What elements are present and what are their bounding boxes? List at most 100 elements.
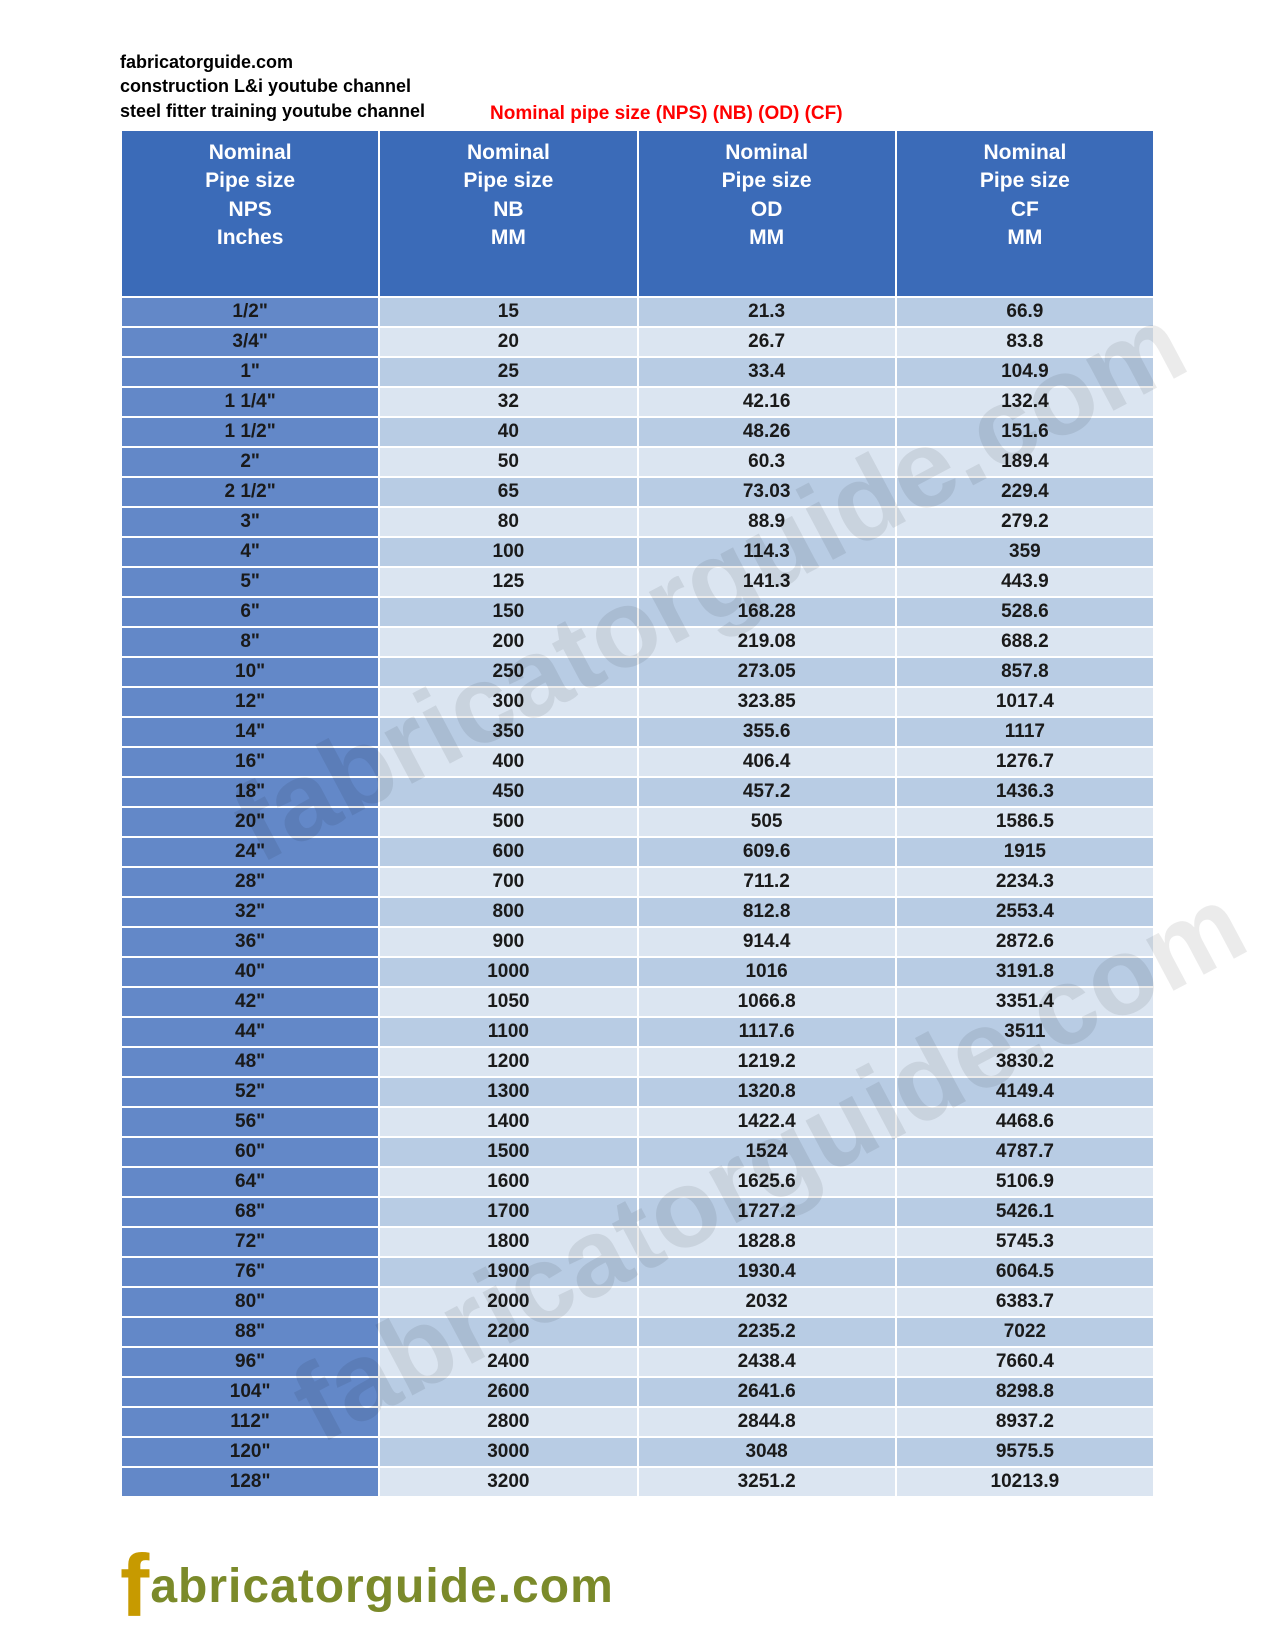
table-row: 5"125141.3443.9 — [121, 567, 1154, 597]
cell: 3191.8 — [896, 957, 1154, 987]
table-row: 20"5005051586.5 — [121, 807, 1154, 837]
table-row: 72"18001828.85745.3 — [121, 1227, 1154, 1257]
table-row: 18"450457.21436.3 — [121, 777, 1154, 807]
table-row: 1 1/2"4048.26151.6 — [121, 417, 1154, 447]
table-row: 16"400406.41276.7 — [121, 747, 1154, 777]
cell: 1/2" — [121, 297, 379, 327]
cell: 9575.5 — [896, 1437, 1154, 1467]
cell: 104" — [121, 1377, 379, 1407]
cell: 65 — [379, 477, 637, 507]
header-line-1: fabricatorguide.com — [120, 50, 1155, 74]
table-row: 36"900914.42872.6 — [121, 927, 1154, 957]
cell: 200 — [379, 627, 637, 657]
cell: 32 — [379, 387, 637, 417]
cell: 350 — [379, 717, 637, 747]
cell: 273.05 — [638, 657, 896, 687]
table-row: 24"600609.61915 — [121, 837, 1154, 867]
cell: 2872.6 — [896, 927, 1154, 957]
cell: 4149.4 — [896, 1077, 1154, 1107]
table-row: 3"8088.9279.2 — [121, 507, 1154, 537]
cell: 151.6 — [896, 417, 1154, 447]
cell: 1700 — [379, 1197, 637, 1227]
pipe-size-table: Nominal Pipe size NPS Inches Nominal Pip… — [120, 129, 1155, 1498]
cell: 18" — [121, 777, 379, 807]
table-row: 2"5060.3189.4 — [121, 447, 1154, 477]
cell: 2235.2 — [638, 1317, 896, 1347]
cell: 24" — [121, 837, 379, 867]
cell: 609.6 — [638, 837, 896, 867]
cell: 73.03 — [638, 477, 896, 507]
table-row: 32"800812.82553.4 — [121, 897, 1154, 927]
cell: 20" — [121, 807, 379, 837]
cell: 132.4 — [896, 387, 1154, 417]
cell: 40 — [379, 417, 637, 447]
cell: 6064.5 — [896, 1257, 1154, 1287]
table-row: 42"10501066.83351.4 — [121, 987, 1154, 1017]
cell: 857.8 — [896, 657, 1154, 687]
table-row: 60"150015244787.7 — [121, 1137, 1154, 1167]
cell: 3200 — [379, 1467, 637, 1497]
table-row: 3/4"2026.783.8 — [121, 327, 1154, 357]
cell: 112" — [121, 1407, 379, 1437]
cell: 60" — [121, 1137, 379, 1167]
cell: 44" — [121, 1017, 379, 1047]
cell: 1800 — [379, 1227, 637, 1257]
table-row: 112"28002844.88937.2 — [121, 1407, 1154, 1437]
cell: 88" — [121, 1317, 379, 1347]
cell: 8" — [121, 627, 379, 657]
cell: 600 — [379, 837, 637, 867]
cell: 14" — [121, 717, 379, 747]
footer-logo-f: f — [120, 1560, 150, 1613]
cell: 3" — [121, 507, 379, 537]
cell: 2844.8 — [638, 1407, 896, 1437]
cell: 2234.3 — [896, 867, 1154, 897]
cell: 1066.8 — [638, 987, 896, 1017]
table-row: 80"200020326383.7 — [121, 1287, 1154, 1317]
cell: 1117 — [896, 717, 1154, 747]
cell: 6" — [121, 597, 379, 627]
cell: 12" — [121, 687, 379, 717]
cell: 800 — [379, 897, 637, 927]
col-header-nb: Nominal Pipe size NB MM — [379, 130, 637, 297]
cell: 36" — [121, 927, 379, 957]
cell: 33.4 — [638, 357, 896, 387]
table-row: 44"11001117.63511 — [121, 1017, 1154, 1047]
table-row: 88"22002235.27022 — [121, 1317, 1154, 1347]
cell: 1625.6 — [638, 1167, 896, 1197]
cell: 72" — [121, 1227, 379, 1257]
cell: 189.4 — [896, 447, 1154, 477]
cell: 812.8 — [638, 897, 896, 927]
table-row: 76"19001930.46064.5 — [121, 1257, 1154, 1287]
cell: 688.2 — [896, 627, 1154, 657]
cell: 40" — [121, 957, 379, 987]
cell: 56" — [121, 1107, 379, 1137]
header-line-2: construction L&i youtube channel — [120, 74, 1155, 98]
cell: 66.9 — [896, 297, 1154, 327]
table-row: 4"100114.3359 — [121, 537, 1154, 567]
table-row: 52"13001320.84149.4 — [121, 1077, 1154, 1107]
table-row: 12"300323.851017.4 — [121, 687, 1154, 717]
table-row: 6"150168.28528.6 — [121, 597, 1154, 627]
col-header-cf: Nominal Pipe size CF MM — [896, 130, 1154, 297]
cell: 1200 — [379, 1047, 637, 1077]
cell: 3351.4 — [896, 987, 1154, 1017]
cell: 60.3 — [638, 447, 896, 477]
cell: 141.3 — [638, 567, 896, 597]
cell: 2800 — [379, 1407, 637, 1437]
table-row: 14"350355.61117 — [121, 717, 1154, 747]
cell: 1000 — [379, 957, 637, 987]
table-row: 1 1/4"3242.16132.4 — [121, 387, 1154, 417]
cell: 1" — [121, 357, 379, 387]
table-row: 48"12001219.23830.2 — [121, 1047, 1154, 1077]
cell: 279.2 — [896, 507, 1154, 537]
cell: 10" — [121, 657, 379, 687]
cell: 80 — [379, 507, 637, 537]
cell: 15 — [379, 297, 637, 327]
cell: 2000 — [379, 1287, 637, 1317]
cell: 443.9 — [896, 567, 1154, 597]
table-row: 1"2533.4104.9 — [121, 357, 1154, 387]
cell: 1219.2 — [638, 1047, 896, 1077]
cell: 900 — [379, 927, 637, 957]
cell: 4787.7 — [896, 1137, 1154, 1167]
cell: 1050 — [379, 987, 637, 1017]
